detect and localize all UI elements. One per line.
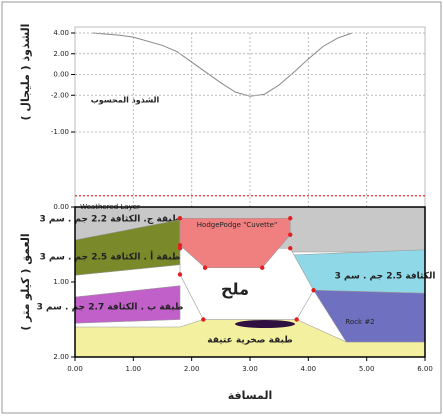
y-tick-label: 1.00 xyxy=(53,278,69,286)
y-tick-label: 0.00 xyxy=(53,203,69,211)
x-tick-label: 5.00 xyxy=(359,365,375,373)
x-tick-label: 4.00 xyxy=(301,365,317,373)
x-tick-label: 1.00 xyxy=(126,365,142,373)
layer-label: طبقة أ . الكثافة 2.5 جم . سم 3 xyxy=(40,251,181,263)
vertex xyxy=(288,246,292,250)
vertex xyxy=(294,317,298,321)
annotation: الشذوذ المحسوب xyxy=(91,96,160,105)
layer-label: طبقة ج. الكثافة 2.2 جم . سم 3 xyxy=(39,215,180,225)
layer-label: طبقة صخرية عتيقة xyxy=(207,336,292,346)
y-tick-label: 2.00 xyxy=(53,353,69,361)
vertex xyxy=(201,317,205,321)
vertex xyxy=(178,243,182,247)
vertex xyxy=(311,288,315,292)
layer-name: HodgePodge "Cuvette" xyxy=(197,221,277,229)
y-axis-label: الشذوذ ( مليجال ) xyxy=(19,24,32,121)
chart: الشذوذ ( مليجال ) العمق ( كيلو متر ) الم… xyxy=(0,0,443,415)
layer-label: الكثافة 2.5 جم . سم 3 xyxy=(335,272,436,282)
vertex xyxy=(260,266,264,270)
y-tick-label: 4.00 xyxy=(53,29,69,37)
x-tick-label: 3.00 xyxy=(242,365,258,373)
layer-label: ملح xyxy=(221,280,249,299)
x-axis-label: المسافة xyxy=(228,389,272,402)
x-tick-label: 0.00 xyxy=(67,365,83,373)
y-tick-label: -2.00 xyxy=(51,91,69,99)
y-axis-label: العمق ( كيلو متر ) xyxy=(19,233,32,330)
y-tick-label: 0.00 xyxy=(53,71,69,79)
vertex xyxy=(178,216,182,220)
x-tick-label: 6.00 xyxy=(417,365,433,373)
vertex xyxy=(288,216,292,220)
vertex xyxy=(288,233,292,237)
vertex xyxy=(203,266,207,270)
y-tick-label: 2.00 xyxy=(53,50,69,58)
x-tick-label: 2.00 xyxy=(184,365,200,373)
y-tick-label: -1.00 xyxy=(51,128,69,136)
vertex xyxy=(178,272,182,276)
layer-name: Rock #2 xyxy=(345,318,374,326)
layer-label: طبقة ب . الكثافة 2.7 جم . سم 3 xyxy=(37,303,184,313)
deposit xyxy=(235,320,295,328)
